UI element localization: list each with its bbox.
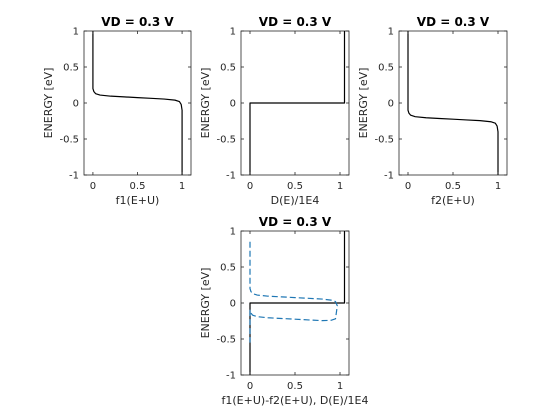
chart-title: VD = 0.3 V	[101, 15, 174, 29]
y-tick-label: 0.5	[220, 63, 236, 74]
x-axis-label: f1(E+U)	[116, 194, 160, 207]
x-tick-label: 0	[405, 181, 411, 192]
x-tick-label: 0.5	[130, 181, 146, 192]
y-tick-label: 1	[230, 27, 236, 38]
y-tick-label: 0	[73, 99, 79, 110]
x-tick-label: 1	[337, 181, 343, 192]
x-tick-label: 1	[179, 181, 185, 192]
y-tick-label: -1	[226, 371, 236, 382]
y-tick-label: -0.5	[59, 135, 79, 146]
series-line-1	[249, 31, 346, 175]
y-tick-label: 1	[73, 27, 79, 38]
x-tick-label: 0.5	[445, 181, 461, 192]
y-tick-label: -1	[69, 171, 79, 182]
y-tick-label: 1	[388, 27, 394, 38]
x-tick-label: 0	[90, 181, 96, 192]
series-line-2	[249, 241, 338, 343]
y-tick-label: -0.5	[374, 135, 394, 146]
axes-box	[83, 30, 192, 176]
y-axis-label: ENERGY [eV]	[42, 68, 55, 139]
y-tick-label: 0.5	[378, 63, 394, 74]
x-axis-label: f1(E+U)-f2(E+U), D(E)/1E4	[222, 394, 369, 407]
series-line-1	[92, 31, 183, 175]
subplot-3: 0 0.5 1 1 0.5 0 -0.5 -1 VD = 0.3 V f2(E+U) ENERGY …	[357, 15, 508, 207]
y-tick-label: -1	[226, 171, 236, 182]
axes-box	[398, 30, 508, 176]
y-tick-label: 1	[230, 227, 236, 238]
chart-title: VD = 0.3 V	[259, 215, 332, 229]
y-tick-label: -0.5	[216, 335, 236, 346]
y-tick-label: 0	[388, 99, 394, 110]
chart-title: VD = 0.3 V	[417, 15, 490, 29]
y-tick-label: 0.5	[220, 263, 236, 274]
y-axis-label: ENERGY [eV]	[199, 268, 212, 339]
subplot-4: 0 0.5 1 1 0.5 0 -0.5 -1 VD = 0.3 V f1(E+U)-f2(E+U…	[199, 215, 368, 407]
subplot-1: 0 0.5 1 1 0.5 0 -0.5 -1 VD = 0.3 V f1(E+U) ENERGY …	[42, 15, 192, 207]
y-tick-label: -0.5	[216, 135, 236, 146]
y-tick-label: 0	[230, 299, 236, 310]
x-axis-label: f2(E+U)	[431, 194, 475, 207]
subplot-2: 0 0.5 1 1 0.5 0 -0.5 -1 VD = 0.3 V D(E)/1E4 ENERGY…	[199, 15, 350, 207]
x-tick-label: 0	[247, 181, 253, 192]
y-axis-label: ENERGY [eV]	[199, 68, 212, 139]
x-tick-label: 0.5	[287, 381, 303, 392]
y-tick-label: -1	[384, 171, 394, 182]
y-axis-label: ENERGY [eV]	[357, 68, 370, 139]
y-tick-label: 0	[230, 99, 236, 110]
x-tick-label: 0.5	[287, 181, 303, 192]
x-tick-label: 1	[337, 381, 343, 392]
series-line-1	[249, 231, 346, 375]
series-line-1	[407, 31, 499, 175]
x-axis-label: D(E)/1E4	[271, 194, 320, 207]
chart-title: VD = 0.3 V	[259, 15, 332, 29]
y-tick-label: 0.5	[63, 63, 79, 74]
x-tick-label: 0	[247, 381, 253, 392]
x-tick-label: 1	[495, 181, 501, 192]
